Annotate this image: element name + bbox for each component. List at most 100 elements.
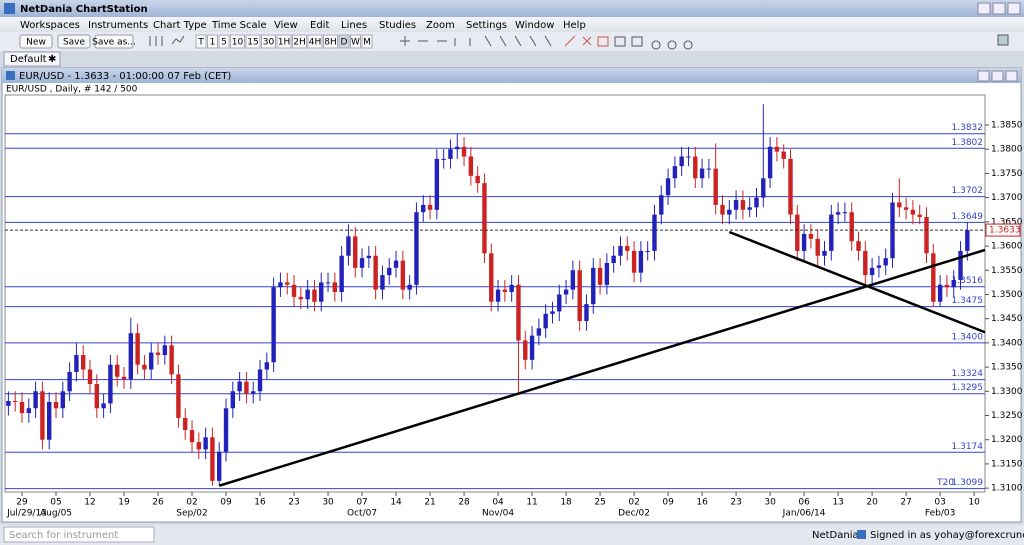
timeframe-button[interactable] xyxy=(245,34,261,49)
candle-body xyxy=(489,253,494,302)
candle-body xyxy=(169,345,174,375)
tab[interactable] xyxy=(3,51,61,67)
tab-label[interactable]: Default xyxy=(10,54,47,65)
candle-body xyxy=(645,250,650,252)
toolbar-button-label[interactable]: Save as... xyxy=(92,38,136,48)
candle-body xyxy=(251,391,256,394)
timeframe-button[interactable] xyxy=(323,34,338,49)
timeframe-label[interactable]: M xyxy=(363,38,371,48)
candle-body xyxy=(128,333,134,380)
menu-item[interactable]: Time Scale xyxy=(211,20,267,31)
candle-body xyxy=(380,275,385,290)
x-tick-label: 20 xyxy=(866,498,878,508)
menu-item[interactable]: Chart Type xyxy=(153,20,207,31)
candle-body xyxy=(659,195,664,215)
candle-body xyxy=(210,437,215,481)
y-tick-label: 1.3500 xyxy=(991,290,1023,300)
timeframe-button[interactable] xyxy=(361,34,373,49)
candle-body xyxy=(618,246,623,256)
menu-item[interactable]: Workspaces xyxy=(20,20,80,31)
candle-body xyxy=(835,212,841,215)
search-placeholder[interactable]: Search for instrument xyxy=(9,530,118,541)
candle-body xyxy=(244,381,249,394)
timeframe-label[interactable]: W xyxy=(351,38,360,48)
timeframe-label[interactable]: 1 xyxy=(210,38,216,48)
timeframe-button[interactable] xyxy=(218,34,230,49)
timeframe-button[interactable] xyxy=(230,34,245,49)
level-label: 1.3174 xyxy=(952,442,984,452)
candle-body xyxy=(842,212,848,214)
toolbar-icons[interactable] xyxy=(149,34,1009,50)
candle-body xyxy=(713,168,718,205)
timeframe-button[interactable] xyxy=(338,34,350,49)
window-controls[interactable] xyxy=(977,2,1021,15)
candle-body xyxy=(924,217,929,254)
timeframe-label[interactable]: 30 xyxy=(263,38,275,48)
candle-body xyxy=(441,158,446,160)
timeframe-button[interactable] xyxy=(350,34,361,49)
menu-item[interactable]: Zoom xyxy=(426,20,455,31)
level-label: 1.3802 xyxy=(952,138,984,148)
menu-item[interactable]: View xyxy=(274,20,298,31)
candle-body xyxy=(502,289,508,293)
menu-item[interactable]: Studies xyxy=(379,20,416,31)
candle-body xyxy=(876,265,882,268)
timeframe-label[interactable]: 8H xyxy=(324,38,337,48)
timeframe-button[interactable] xyxy=(195,34,207,49)
candle-body xyxy=(305,289,310,300)
timeframe-button[interactable] xyxy=(207,34,218,49)
timeframe-label[interactable]: 4H xyxy=(309,38,322,48)
timeframe-button[interactable] xyxy=(276,34,292,49)
menu-item[interactable]: Lines xyxy=(341,20,367,31)
timeframe-label[interactable]: 5 xyxy=(221,38,227,48)
toolbar-button[interactable] xyxy=(57,34,91,49)
timeframe-button[interactable] xyxy=(307,34,323,49)
chart-window-controls[interactable] xyxy=(977,70,1018,82)
y-tick-label: 1.3350 xyxy=(991,363,1023,373)
x-tick-label: 23 xyxy=(288,498,299,508)
candle-body xyxy=(47,401,52,440)
search-box[interactable] xyxy=(3,526,155,543)
timeframe-button[interactable] xyxy=(261,34,276,49)
timeframe-label[interactable]: 2H xyxy=(293,38,306,48)
candle-body xyxy=(176,374,181,418)
menu-item[interactable]: Edit xyxy=(310,20,329,31)
toolbar-button[interactable] xyxy=(19,34,53,49)
candle-body xyxy=(285,282,290,285)
x-tick-label: 05 xyxy=(50,498,61,508)
candle-body xyxy=(495,289,501,302)
candle-body xyxy=(727,209,732,215)
candle-body xyxy=(366,255,372,259)
tab-pin[interactable]: ✱ xyxy=(48,54,56,65)
candle-body xyxy=(951,279,956,288)
level-label: 1.3400 xyxy=(952,332,984,342)
timeframe-label[interactable]: 1H xyxy=(278,38,291,48)
toolbar-button-label[interactable]: Save xyxy=(63,38,86,48)
timeframe-label[interactable]: T xyxy=(197,38,204,48)
status-brand: NetDania xyxy=(812,530,859,541)
timeframe-label[interactable]: 15 xyxy=(247,38,258,48)
x-tick-label: 14 xyxy=(390,498,402,508)
x-tick-label: 09 xyxy=(662,498,674,508)
candle-body xyxy=(557,294,562,312)
menu-item[interactable]: Instruments xyxy=(88,20,148,31)
candle-body xyxy=(638,250,644,273)
timeframe-label[interactable]: D xyxy=(341,38,348,48)
candle-body xyxy=(937,284,943,302)
timeframe-button[interactable] xyxy=(292,34,307,49)
title-bar xyxy=(0,0,1024,17)
menu-item[interactable]: Settings xyxy=(466,20,507,31)
menu-item[interactable]: Window xyxy=(515,20,554,31)
toolbar-button[interactable] xyxy=(94,34,134,49)
plot-area xyxy=(4,94,986,493)
candle-body xyxy=(142,364,147,370)
candle-body xyxy=(108,364,113,404)
candle-body xyxy=(536,328,542,336)
toolbar-button-label[interactable]: New xyxy=(26,38,46,48)
timeframe-label[interactable]: 10 xyxy=(232,38,244,48)
level-label: 1.3516 xyxy=(952,276,984,286)
menu-item[interactable]: Help xyxy=(563,20,586,31)
candle-body xyxy=(421,204,426,213)
candle-body xyxy=(434,158,440,210)
